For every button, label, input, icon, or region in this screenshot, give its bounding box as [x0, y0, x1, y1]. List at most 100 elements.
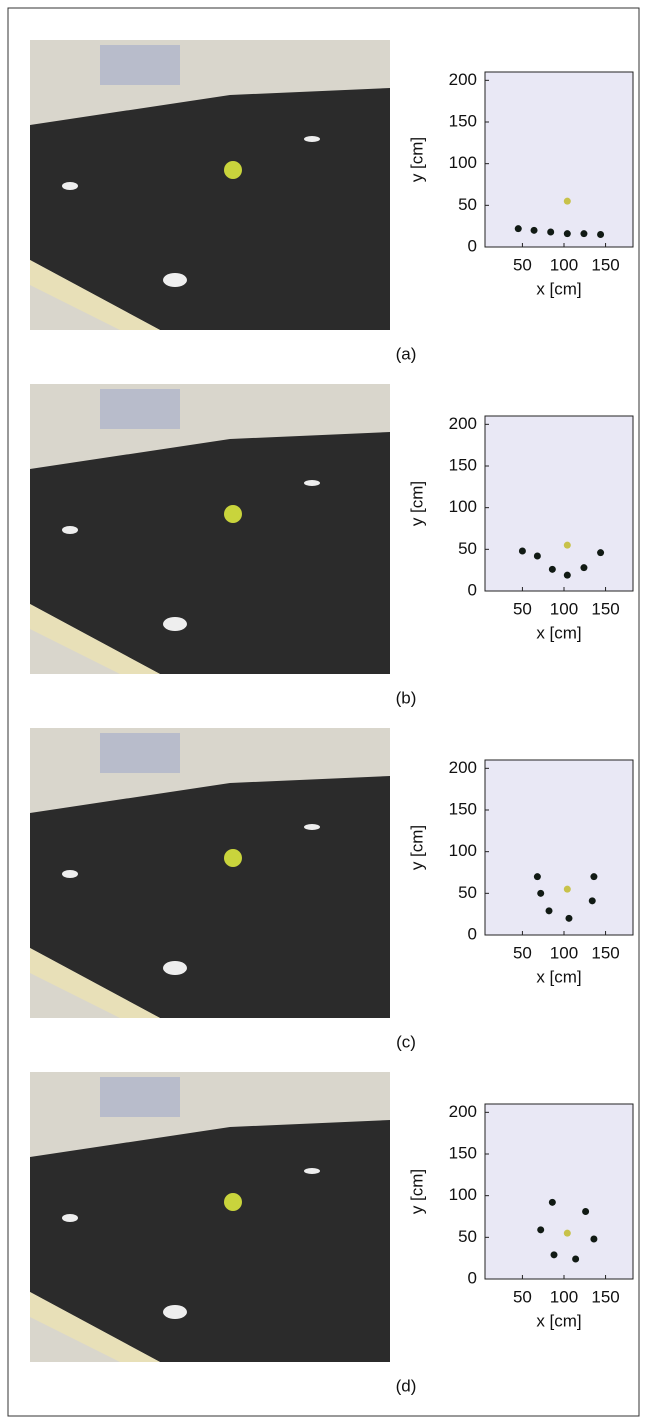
- data-point: [565, 915, 572, 922]
- y-axis-label: y [cm]: [407, 481, 426, 526]
- table-spot: [163, 1305, 187, 1319]
- table-spot: [304, 480, 320, 486]
- table-spot: [163, 617, 187, 631]
- y-tick-label: 100: [449, 153, 477, 172]
- table-spot: [62, 870, 78, 878]
- x-tick-label: 100: [550, 1287, 578, 1306]
- data-point: [597, 231, 604, 238]
- y-tick-label: 200: [449, 758, 477, 777]
- x-axis-label: x [cm]: [536, 623, 581, 642]
- data-point: [551, 1251, 558, 1258]
- y-tick-label: 150: [449, 1143, 477, 1162]
- table-spot: [163, 961, 187, 975]
- data-point: [515, 225, 522, 232]
- plot-area: [485, 1104, 633, 1279]
- table-spot: [304, 1168, 320, 1174]
- y-tick-label: 50: [458, 883, 477, 902]
- x-axis-label: x [cm]: [536, 1311, 581, 1330]
- table-spot: [304, 136, 320, 142]
- y-tick-label: 100: [449, 497, 477, 516]
- x-tick-label: 100: [550, 599, 578, 618]
- x-tick-label: 50: [513, 1287, 532, 1306]
- y-tick-label: 100: [449, 1185, 477, 1204]
- x-tick-label: 150: [591, 599, 619, 618]
- x-tick-label: 150: [591, 1287, 619, 1306]
- wall-poster: [100, 45, 180, 85]
- data-point: [597, 549, 604, 556]
- y-tick-label: 200: [449, 414, 477, 433]
- y-tick-label: 50: [458, 195, 477, 214]
- x-tick-label: 150: [591, 255, 619, 274]
- data-point: [580, 564, 587, 571]
- y-tick-label: 100: [449, 841, 477, 860]
- x-axis-label: x [cm]: [536, 967, 581, 986]
- data-point: [534, 553, 541, 560]
- data-point: [564, 572, 571, 579]
- data-point: [519, 548, 526, 555]
- photo: [30, 384, 390, 674]
- data-point: [590, 1236, 597, 1243]
- data-point: [564, 1230, 571, 1237]
- y-tick-label: 50: [458, 1227, 477, 1246]
- plot-area: [485, 760, 633, 935]
- data-point: [589, 897, 596, 904]
- data-point: [531, 227, 538, 234]
- y-tick-label: 50: [458, 539, 477, 558]
- ball: [224, 505, 242, 523]
- data-point: [572, 1256, 579, 1263]
- data-point: [582, 1208, 589, 1215]
- y-tick-label: 200: [449, 1102, 477, 1121]
- panel-caption: (c): [396, 1032, 416, 1051]
- x-tick-label: 100: [550, 943, 578, 962]
- wall-poster: [100, 733, 180, 773]
- wall-poster: [100, 1077, 180, 1117]
- data-point: [564, 230, 571, 237]
- data-point: [549, 566, 556, 573]
- data-point: [537, 890, 544, 897]
- ball: [224, 161, 242, 179]
- data-point: [547, 229, 554, 236]
- photo: [30, 40, 390, 330]
- y-axis-label: y [cm]: [407, 137, 426, 182]
- panel-caption: (d): [396, 1376, 417, 1395]
- table-spot: [304, 824, 320, 830]
- plot-area: [485, 416, 633, 591]
- data-point: [549, 1199, 556, 1206]
- y-axis-label: y [cm]: [407, 825, 426, 870]
- table-spot: [62, 1214, 78, 1222]
- x-tick-label: 100: [550, 255, 578, 274]
- panel-caption: (a): [396, 344, 417, 363]
- data-point: [564, 542, 571, 549]
- data-point: [534, 873, 541, 880]
- y-tick-label: 0: [468, 236, 477, 255]
- table-spot: [163, 273, 187, 287]
- x-tick-label: 50: [513, 943, 532, 962]
- x-tick-label: 50: [513, 255, 532, 274]
- y-axis-label: y [cm]: [407, 1169, 426, 1214]
- y-tick-label: 150: [449, 111, 477, 130]
- wall-poster: [100, 389, 180, 429]
- photo: [30, 728, 390, 1018]
- x-tick-label: 150: [591, 943, 619, 962]
- data-point: [546, 907, 553, 914]
- panel-caption: (b): [396, 688, 417, 707]
- table-spot: [62, 526, 78, 534]
- y-tick-label: 150: [449, 455, 477, 474]
- data-point: [537, 1226, 544, 1233]
- x-axis-label: x [cm]: [536, 279, 581, 298]
- data-point: [564, 886, 571, 893]
- y-tick-label: 200: [449, 70, 477, 89]
- ball: [224, 1193, 242, 1211]
- y-tick-label: 0: [468, 924, 477, 943]
- ball: [224, 849, 242, 867]
- table-spot: [62, 182, 78, 190]
- photo: [30, 1072, 390, 1362]
- data-point: [580, 230, 587, 237]
- data-point: [590, 873, 597, 880]
- plot-area: [485, 72, 633, 247]
- x-tick-label: 50: [513, 599, 532, 618]
- data-point: [564, 198, 571, 205]
- y-tick-label: 0: [468, 580, 477, 599]
- y-tick-label: 0: [468, 1268, 477, 1287]
- figure: 50 100 150 0 50 100 150 200 x [cm] y [cm] (a) 50 100…: [0, 0, 647, 1424]
